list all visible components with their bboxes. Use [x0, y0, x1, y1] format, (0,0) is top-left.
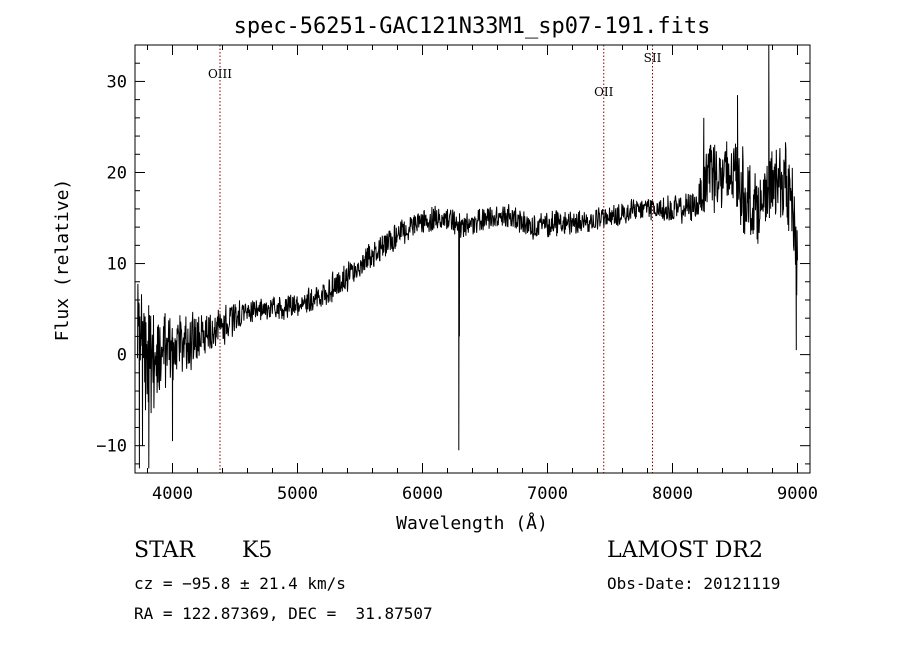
redshift-info: cz = −95.8 ± 21.4 km/s — [134, 574, 346, 593]
x-tick-label-1: 5000 — [277, 484, 318, 504]
line-marker-label-2: SII — [644, 51, 662, 65]
chart-title: spec-56251-GAC121N33M1_sp07-191.fits — [234, 14, 711, 39]
spectrum-line — [137, 45, 798, 469]
coordinates-info: RA = 122.87369, DEC = 31.87507 — [134, 604, 433, 623]
axis-ticks: 4000 5000 6000 7000 8000 9000 −10 0 10 20 30 — [96, 44, 818, 504]
object-class: STAR — [134, 538, 195, 563]
x-tick-label-0: 4000 — [152, 484, 193, 504]
x-tick-label-4: 8000 — [652, 484, 693, 504]
observation-date: Obs-Date: 20121119 — [607, 574, 781, 593]
y-tick-label-2: 10 — [107, 255, 127, 275]
x-tick-label-3: 7000 — [527, 484, 568, 504]
y-tick-label-4: 30 — [107, 72, 127, 92]
y-tick-label-1: 0 — [117, 346, 127, 366]
x-tick-label-5: 9000 — [777, 484, 818, 504]
y-tick-label-0: −10 — [96, 437, 127, 457]
line-marker-label-0: OIII — [208, 67, 232, 81]
object-subclass: K5 — [242, 538, 273, 563]
survey-name: LAMOST DR2 — [607, 538, 763, 563]
y-tick-label-3: 20 — [107, 163, 127, 183]
line-marker-label-1: OII — [594, 85, 614, 99]
plot-area: OIII OII SII — [134, 44, 811, 474]
x-axis-label: Wavelength (Å) — [396, 512, 548, 534]
plot-frame — [134, 44, 811, 474]
x-tick-label-2: 6000 — [402, 484, 443, 504]
y-axis-label: Flux (relative) — [52, 179, 73, 342]
